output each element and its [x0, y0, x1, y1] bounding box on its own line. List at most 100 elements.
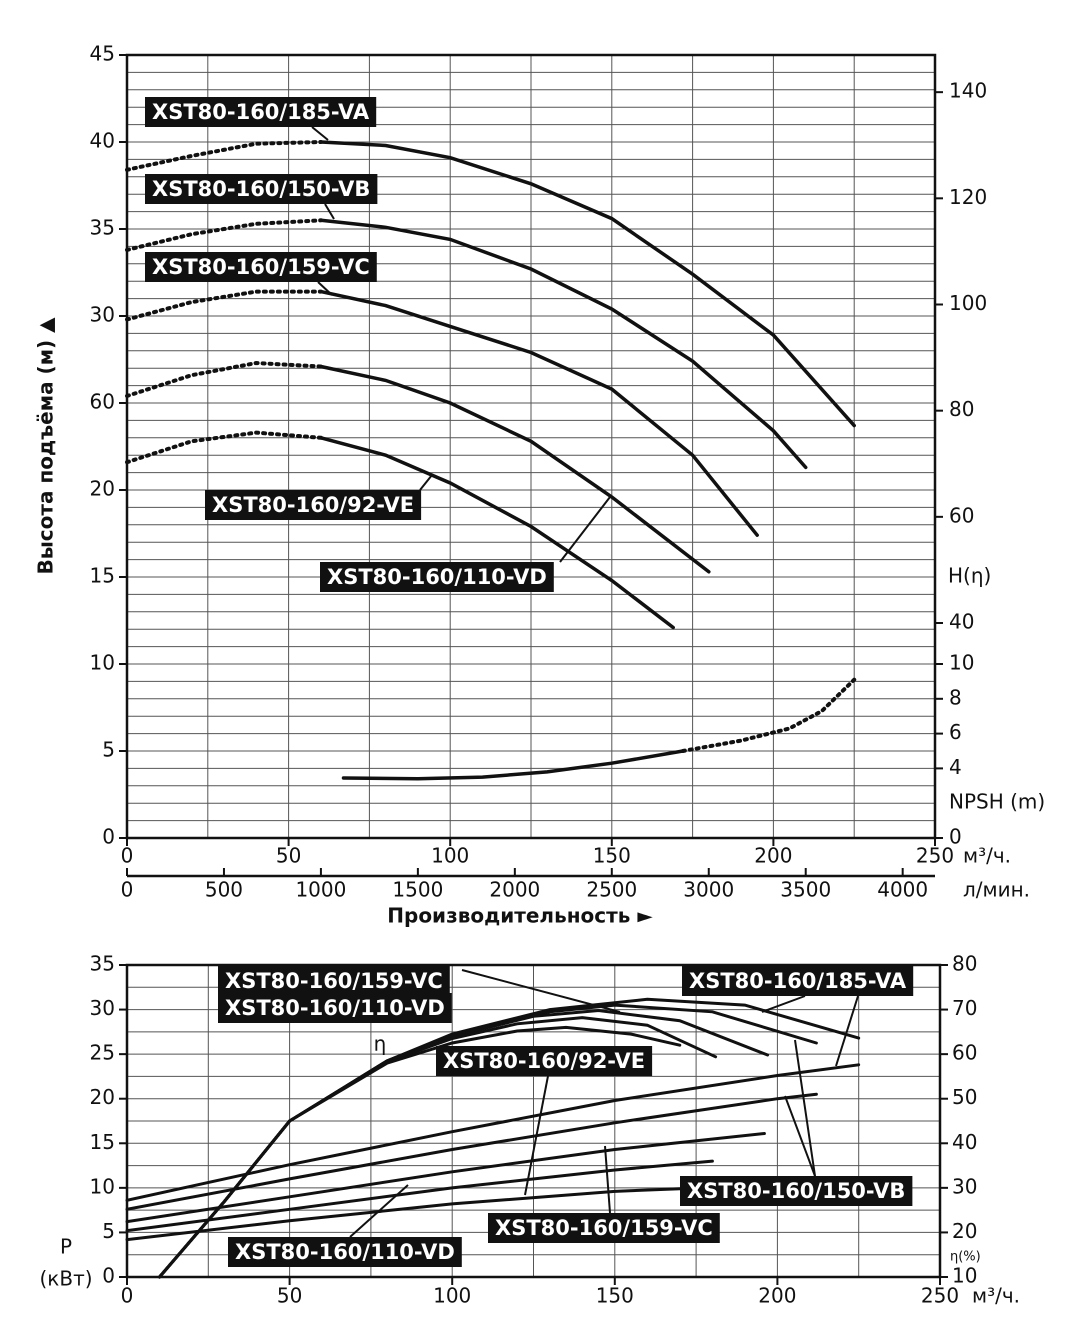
label-box [205, 490, 422, 520]
head-curve [125, 360, 323, 398]
leader [311, 126, 329, 141]
label-text: XST80-160/159-VC [225, 969, 443, 993]
curve-label: XST80-160/159-VC [145, 252, 377, 282]
x-tick-label: 50 [276, 844, 301, 868]
y2-tick-label: 80 [949, 397, 974, 421]
y2-tick-label: 70 [952, 996, 977, 1020]
head-curve [125, 430, 323, 465]
y-tick-label: 30 [90, 996, 115, 1020]
y2-tick-label: 50 [952, 1085, 977, 1109]
label-box [218, 966, 450, 996]
curve-label: XST80-160/185-VA [145, 97, 377, 127]
x-tick-label: 150 [596, 1284, 634, 1308]
head-curve [319, 140, 856, 428]
y2-tick-label: 100 [949, 291, 987, 315]
y-tick-label: 60 [90, 390, 115, 414]
head-curve [319, 364, 711, 574]
label-text: XST80-160/110-VD [225, 996, 445, 1020]
x-tick-label: 250 [916, 844, 954, 868]
y2-tick-label: 60 [952, 1041, 977, 1065]
y2-tick-label: 120 [949, 185, 987, 209]
y-tick-label: 15 [90, 1130, 115, 1154]
x2-tick-label: 4000 [877, 878, 928, 902]
y-tick-label: 0 [102, 1264, 115, 1288]
y-tick-label: 0 [102, 825, 115, 849]
curve-label: XST80-160/110-VD [218, 993, 452, 1023]
label-box [145, 174, 378, 204]
x2-tick-label: 500 [205, 878, 243, 902]
npsh-tick-label: 10 [949, 651, 974, 675]
npsh-tick-label: 4 [949, 755, 962, 779]
npsh-curve [341, 749, 685, 781]
x-tick-label: 250 [921, 1284, 959, 1308]
head-curve [125, 218, 323, 252]
curve-label: XST80-160/185-VA [682, 966, 914, 996]
curve-label: XST80-160/110-VD [320, 562, 554, 592]
npsh-tick-label: 8 [949, 685, 962, 709]
y2-axis-label: η(%) [950, 1250, 981, 1265]
npsh-axis-label: NPSH (m) [949, 790, 1045, 814]
leader [784, 1095, 816, 1177]
x2-tick-label: 2500 [586, 878, 637, 902]
y2-tick-label: 20 [952, 1219, 977, 1243]
leader [604, 1145, 611, 1214]
y2-tick-label: 80 [952, 952, 977, 976]
label-box [228, 1237, 462, 1267]
y2-tick-label: 10 [952, 1264, 977, 1288]
y-tick-label: 40 [90, 129, 115, 153]
y2-tick-label: 60 [949, 503, 974, 527]
x-tick-label: 150 [593, 844, 631, 868]
head-curve [319, 218, 808, 470]
leader [835, 995, 859, 1067]
y-tick-label: 5 [102, 738, 115, 762]
curve-label: XST80-160/150-VB [145, 174, 378, 204]
power-curve [125, 1159, 714, 1233]
label-text: XST80-160/159-VC [495, 1216, 713, 1240]
curve-label: XST80-160/150-VB [680, 1176, 913, 1206]
npsh-tick-label: 0 [949, 825, 962, 849]
curve-label: XST80-160/110-VD [228, 1237, 462, 1267]
power-curve [125, 1132, 766, 1224]
plot-frame [125, 53, 937, 840]
label-text: XST80-160/92-VE [443, 1049, 645, 1073]
plot-frame [125, 963, 942, 1279]
y-axis-label: Высота подъёма (м) ▲ [34, 317, 58, 575]
x-tick-label: 100 [431, 844, 469, 868]
y-tick-label: 5 [102, 1219, 115, 1243]
head-curve [125, 289, 323, 322]
label-box [680, 1176, 913, 1206]
label-text: XST80-160/159-VC [152, 255, 370, 279]
label-text: XST80-160/185-VA [152, 100, 370, 124]
y-tick-label: 35 [90, 952, 115, 976]
curve-label: XST80-160/92-VE [436, 1046, 653, 1076]
y-tick-label: 45 [90, 42, 115, 66]
y2-tick-label: 30 [952, 1174, 977, 1198]
y-axis-unit: (кВт) [39, 1267, 92, 1291]
head-curve [125, 140, 323, 172]
label-box [320, 562, 554, 592]
y-tick-label: 15 [90, 564, 115, 588]
x-tick-label: 200 [754, 844, 792, 868]
y-tick-label: 20 [90, 477, 115, 501]
x-tick-label: 50 [277, 1284, 302, 1308]
y-tick-label: 20 [90, 1085, 115, 1109]
eta-label: η [374, 1032, 387, 1056]
leader [794, 1039, 816, 1177]
x2-tick-label: 3500 [780, 878, 831, 902]
npsh-tick-label: 6 [949, 720, 962, 744]
efficiency-curve [158, 1025, 682, 1279]
x2-tick-label: 2000 [489, 878, 540, 902]
label-text: XST80-160/110-VD [235, 1240, 455, 1264]
label-box [145, 252, 377, 282]
y-tick-label: 10 [90, 651, 115, 675]
y2-tick-label: 140 [949, 79, 987, 103]
y2-axis-label: H(η) [948, 564, 991, 588]
y-axis-label: P [60, 1235, 72, 1259]
npsh-curve [680, 677, 857, 753]
leader [761, 995, 806, 1013]
x-unit: м³/ч. [972, 1284, 1020, 1308]
x2-tick-label: 0 [121, 878, 134, 902]
head-curve [319, 289, 759, 537]
label-box [145, 97, 377, 127]
x-axis-label: Производительность ► [387, 904, 653, 928]
